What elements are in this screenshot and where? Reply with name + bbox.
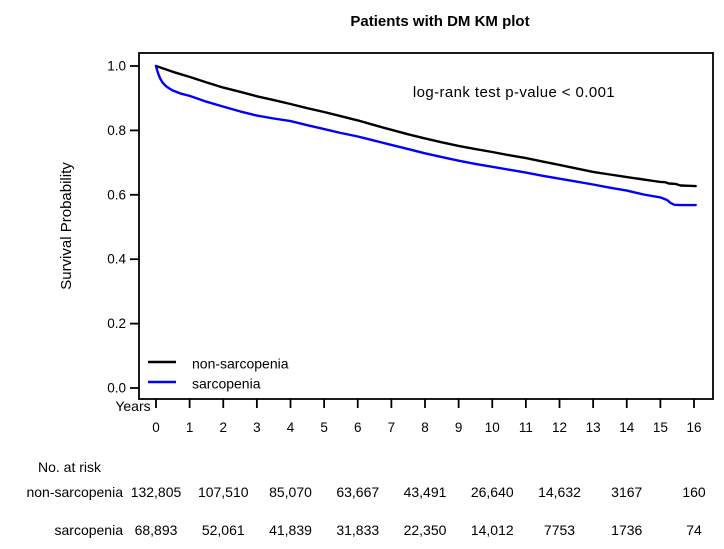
legend: non-sarcopenia sarcopenia [148, 356, 289, 392]
x-tick-label: 6 [354, 420, 362, 435]
risk-cell: 14,012 [471, 522, 514, 538]
x-tick-label: 3 [253, 420, 261, 435]
risk-cell: 1736 [611, 522, 642, 538]
x-tick-label: 10 [485, 420, 500, 435]
curve-sarcopenia [154, 64, 697, 207]
x-tick-label: 8 [421, 420, 429, 435]
risk-table-cells: 132,805 107,510 85,070 63,667 43,491 26,640 14… [131, 484, 706, 538]
risk-cell: 52,061 [202, 522, 245, 538]
x-tick-label: 11 [519, 420, 533, 435]
y-tick-label: 0.0 [107, 381, 126, 396]
log-rank-annotation: log-rank test p-value < 0.001 [413, 84, 615, 101]
legend-label-non-sarcopenia: non-sarcopenia [192, 356, 289, 372]
curve-non-sarcopenia [154, 64, 697, 188]
x-tick-label: 13 [586, 420, 601, 435]
risk-cell: 74 [686, 522, 702, 538]
risk-cell: 41,839 [269, 522, 312, 538]
y-axis-ticks: 1.0 0.8 0.6 0.4 0.2 0.0 [107, 59, 139, 396]
risk-cell: 132,805 [131, 484, 182, 500]
x-tick-label: 12 [552, 420, 567, 435]
x-tick-label: 2 [219, 420, 227, 435]
risk-cell: 26,640 [471, 484, 514, 500]
risk-cell: 3167 [611, 484, 642, 500]
x-tick-label: 0 [152, 420, 160, 435]
risk-cell: 43,491 [404, 484, 447, 500]
x-tick-label: 7 [388, 420, 396, 435]
y-tick-label: 0.4 [107, 252, 126, 267]
x-tick-label: 1 [186, 420, 194, 435]
x-tick-label: 15 [653, 420, 668, 435]
x-tick-label: 16 [686, 420, 701, 435]
x-tick-label: 4 [287, 420, 295, 435]
x-tick-label: 14 [619, 420, 635, 435]
y-axis-label: Survival Probability [58, 162, 75, 290]
chart-title: Patients with DM KM plot [350, 13, 529, 30]
x-axis-ticks: 0 1 2 3 4 5 6 7 8 9 10 11 12 13 14 15 16 [152, 399, 702, 435]
y-tick-label: 0.2 [107, 316, 126, 331]
legend-label-sarcopenia: sarcopenia [192, 376, 261, 392]
risk-cell: 7753 [544, 522, 575, 538]
risk-cell: 14,632 [538, 484, 581, 500]
x-tick-label: 5 [320, 420, 328, 435]
risk-table-header: No. at risk [38, 459, 102, 475]
risk-cell: 85,070 [269, 484, 312, 500]
risk-row-label-non-sarcopenia: non-sarcopenia [26, 484, 123, 500]
risk-cell: 107,510 [198, 484, 249, 500]
risk-row-label-sarcopenia: sarcopenia [55, 522, 124, 538]
risk-cell: 22,350 [404, 522, 447, 538]
y-tick-label: 1.0 [107, 59, 126, 74]
risk-table: No. at risk non-sarcopenia sarcopenia 13… [26, 459, 705, 538]
risk-cell: 160 [682, 484, 706, 500]
plot-box [138, 52, 714, 400]
risk-cell: 31,833 [336, 522, 379, 538]
x-tick-label: 9 [455, 420, 463, 435]
y-tick-label: 0.8 [107, 123, 126, 138]
survival-curves [154, 64, 697, 207]
y-tick-label: 0.6 [107, 187, 126, 202]
risk-cell: 63,667 [336, 484, 379, 500]
x-axis-label: Years [115, 398, 150, 414]
risk-cell: 68,893 [135, 522, 178, 538]
